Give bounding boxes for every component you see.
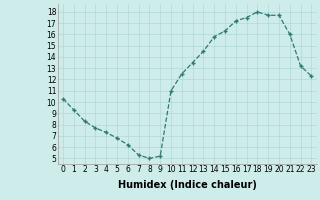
X-axis label: Humidex (Indice chaleur): Humidex (Indice chaleur) — [118, 180, 257, 190]
